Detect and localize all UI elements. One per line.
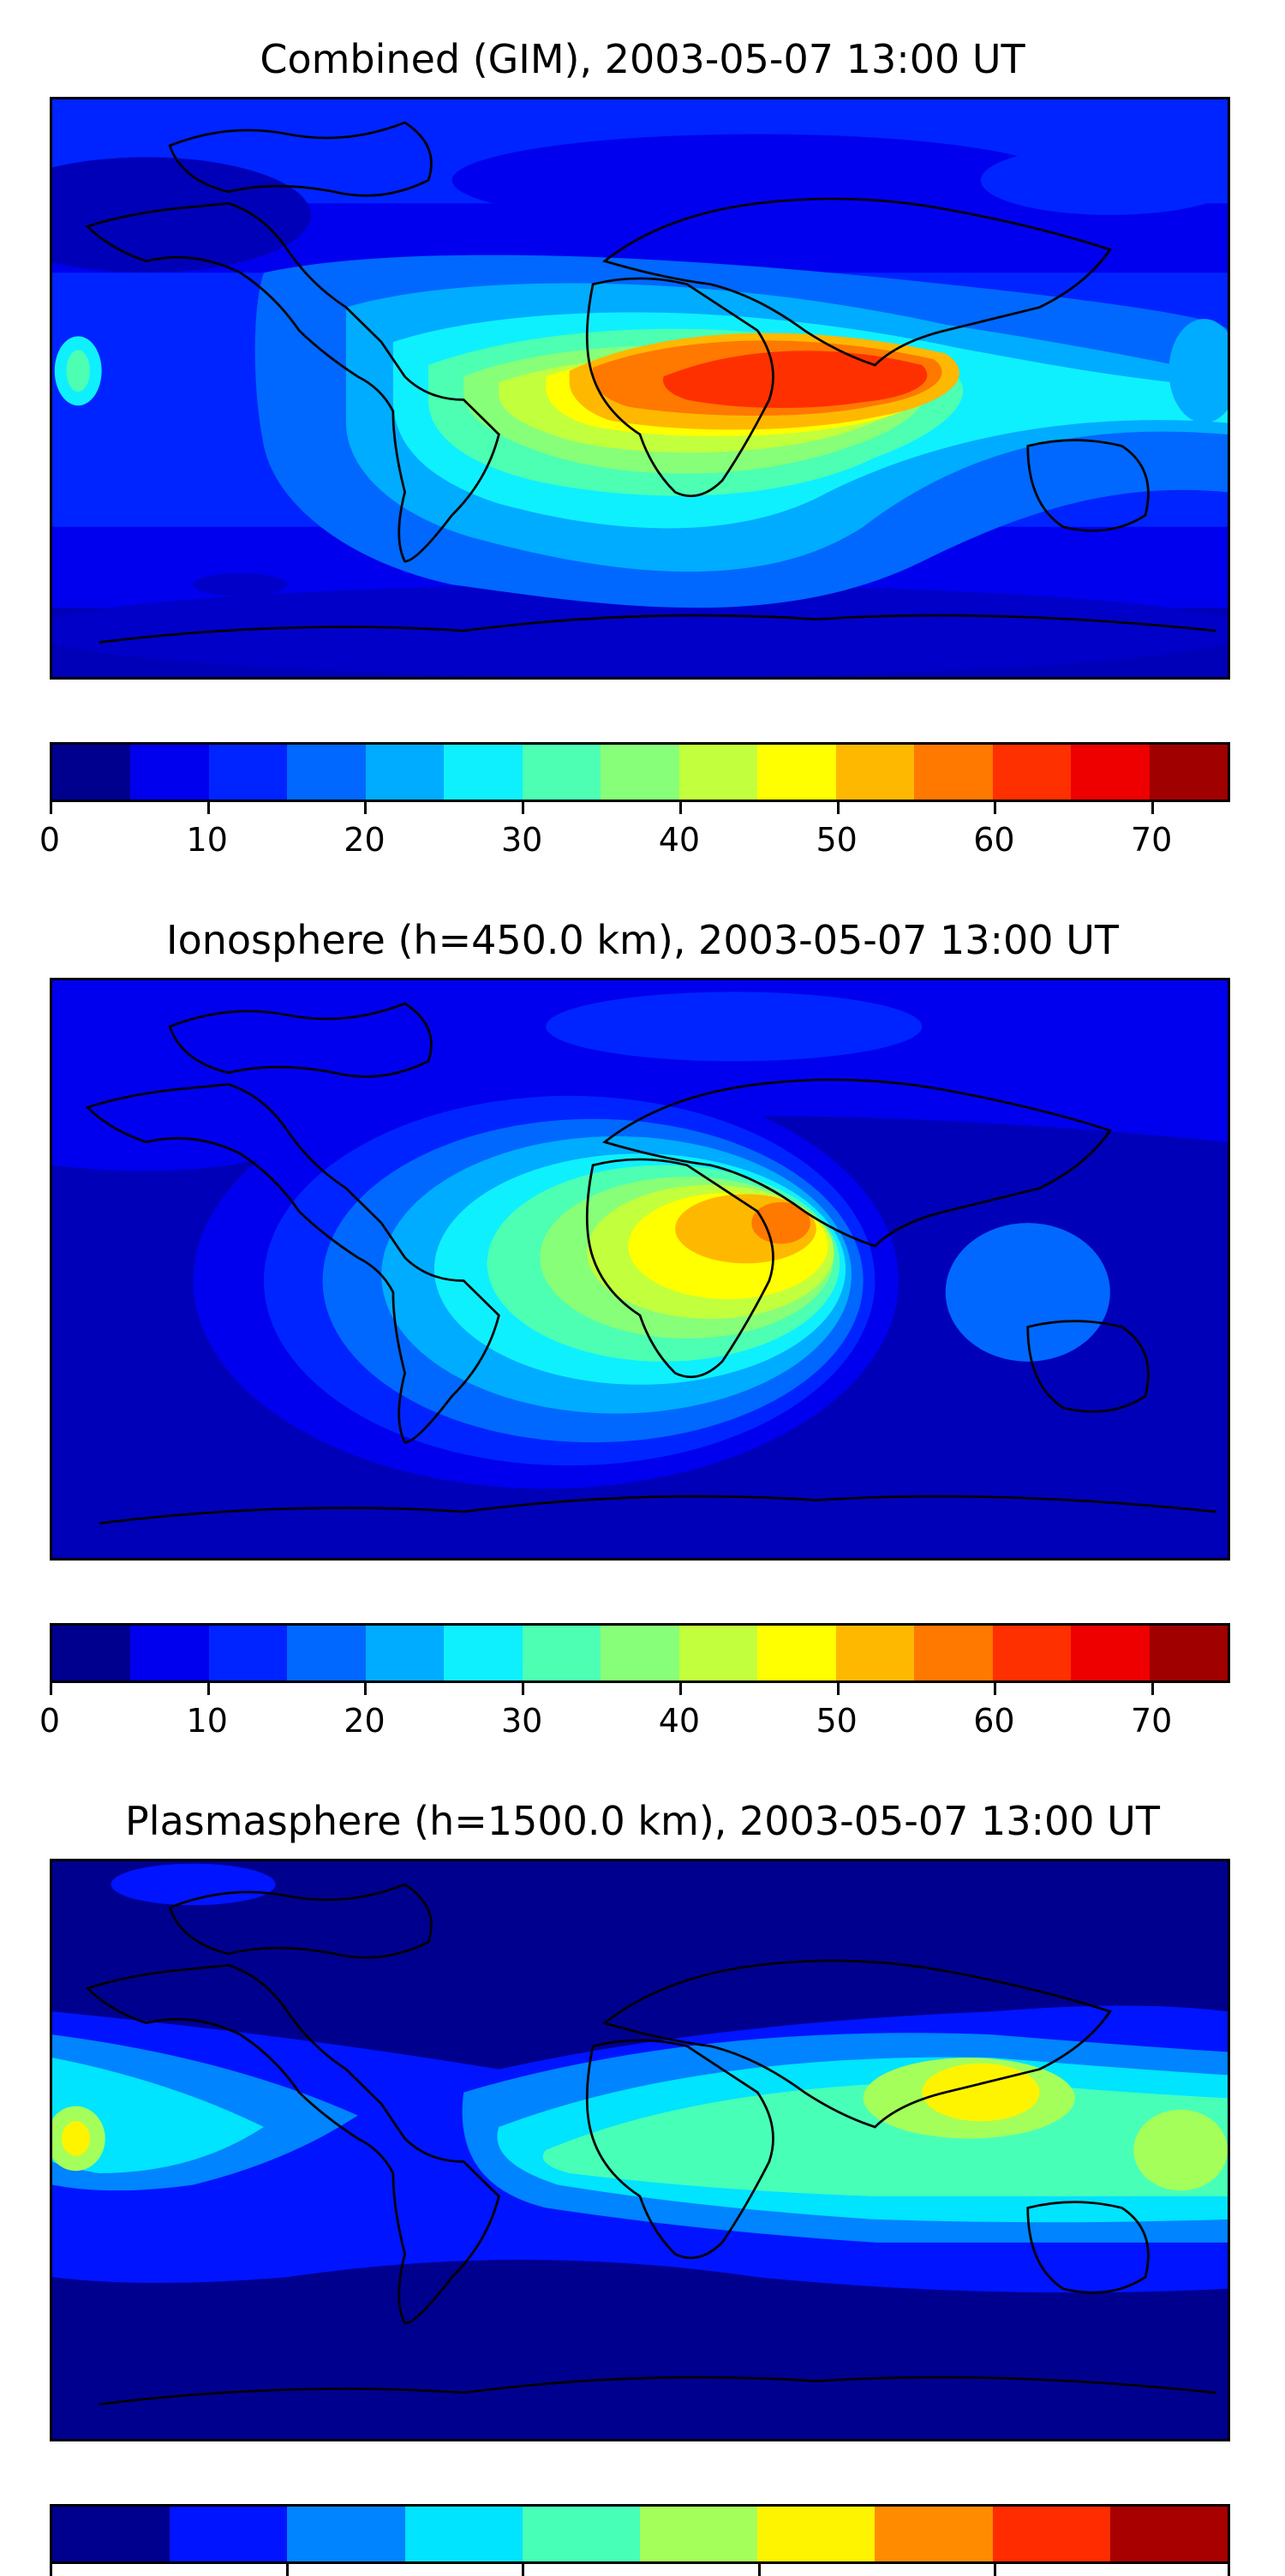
- colorbar-tick-label: 60: [973, 821, 1015, 859]
- colorbar-segment: [170, 2507, 288, 2561]
- colorbar-tick: [757, 2564, 761, 2576]
- colorbar-tick-label: 20: [344, 821, 386, 859]
- colorbar-tick-label: 70: [1130, 821, 1173, 859]
- colorbar-tick: [994, 2564, 997, 2576]
- colorbar-tick: [522, 1683, 525, 1695]
- colorbar-segment: [914, 1626, 993, 1680]
- colorbar-tick-label: 20: [344, 1702, 386, 1740]
- colorbar-segment: [1149, 1626, 1228, 1680]
- colorbar-segment: [444, 745, 523, 800]
- colorbar-tick-label: 70: [1130, 1702, 1173, 1740]
- colorbar-segment: [208, 745, 288, 800]
- colorbar-ticks: 0 10 20 30 40 50 60 70: [39, 1683, 1230, 1740]
- colorbar-tick: [50, 802, 52, 814]
- colorbar-segment: [52, 1626, 131, 1680]
- colorbar-tick-label: 10: [186, 1702, 228, 1740]
- colorbar-tick: [1228, 2564, 1230, 2576]
- colorbar-segment: [757, 745, 836, 800]
- colorbar-segment: [522, 745, 601, 800]
- tec-map: [50, 978, 1230, 1561]
- colorbar-tick-label: 0: [39, 1702, 61, 1740]
- colorbar-segment: [287, 2507, 405, 2561]
- colorbar-tick: [285, 2564, 289, 2576]
- colorbar-tick: [206, 802, 210, 814]
- colorbar-tick: [1151, 1683, 1155, 1695]
- colorbar-segment: [522, 2507, 641, 2561]
- colorbar-tick-label: 10: [186, 821, 228, 859]
- colorbar-segment: [992, 2507, 1110, 2561]
- tec-map: [50, 1859, 1230, 2441]
- colorbar-tick: [678, 1683, 682, 1695]
- colorbar-segment: [522, 1626, 601, 1680]
- colorbar-segment: [404, 2507, 523, 2561]
- colorbar-segment: [757, 2507, 876, 2561]
- contour-map-ionosphere: [52, 980, 1228, 1558]
- colorbar-segment: [601, 1626, 679, 1680]
- colorbar-segment: [1071, 745, 1150, 800]
- colorbar-tick: [994, 1683, 997, 1695]
- colorbar-tick: [364, 1683, 368, 1695]
- colorbar-tick-label: 40: [658, 1702, 701, 1740]
- colorbar-tick-label: 30: [501, 821, 543, 859]
- colorbar-segment: [365, 1626, 445, 1680]
- map-title: Plasmasphere (h=1500.0 km), 2003-05-07 1…: [125, 1798, 1160, 1844]
- colorbar-segment: [875, 2507, 993, 2561]
- colorbar-segment: [52, 745, 131, 800]
- colorbar-ticks: 0 10 20 30 40 50 60 70: [39, 802, 1230, 859]
- colorbar-tick: [50, 1683, 52, 1695]
- colorbar-tick-label: 0: [39, 821, 61, 859]
- colorbar-segment: [444, 1626, 523, 1680]
- colorbar-tick: [364, 802, 368, 814]
- colorbar-segment: [992, 745, 1072, 800]
- colorbar-segment: [1071, 1626, 1150, 1680]
- colorbar-tick-label: 60: [973, 1702, 1015, 1740]
- colorbar-segment: [678, 745, 758, 800]
- colorbar-segment: [914, 745, 993, 800]
- colorbar-tick: [522, 802, 525, 814]
- colorbar-segment: [130, 745, 209, 800]
- colorbar-segment: [52, 2507, 170, 2561]
- colorbar-tick: [1151, 802, 1155, 814]
- colorbar-tick-label: 40: [658, 821, 701, 859]
- map-title: Combined (GIM), 2003-05-07 13:00 UT: [260, 36, 1025, 82]
- map-title: Ionosphere (h=450.0 km), 2003-05-07 13:0…: [166, 917, 1119, 963]
- colorbar-segment: [1149, 745, 1228, 800]
- colorbar-segment: [287, 1626, 366, 1680]
- colorbar-tick-label: 50: [816, 821, 858, 859]
- colorbar-segment: [365, 745, 445, 800]
- colorbar-tick: [522, 2564, 525, 2576]
- contour-map-plasmasphere: [52, 1861, 1228, 2439]
- colorbar-tick: [994, 802, 997, 814]
- contour-map-combined: [52, 99, 1228, 677]
- colorbar-segment: [678, 1626, 758, 1680]
- colorbar-segment: [130, 1626, 209, 1680]
- colorbar-tick: [836, 802, 840, 814]
- colorbar-segment: [208, 1626, 288, 1680]
- colorbar: [50, 2504, 1230, 2564]
- colorbar-ticks: 0510152025: [50, 2564, 1230, 2576]
- colorbar-tick: [50, 2564, 52, 2576]
- colorbar-segment: [287, 745, 366, 800]
- colorbar: [50, 742, 1230, 802]
- colorbar-segment: [992, 1626, 1072, 1680]
- colorbar-tick: [678, 802, 682, 814]
- colorbar-tick-label: 30: [501, 1702, 543, 1740]
- colorbar-segment: [640, 2507, 758, 2561]
- colorbar-segment: [835, 745, 915, 800]
- colorbar-segment: [601, 745, 679, 800]
- colorbar-segment: [1109, 2507, 1228, 2561]
- colorbar-tick-label: 50: [816, 1702, 858, 1740]
- colorbar-tick: [206, 1683, 210, 1695]
- colorbar: [50, 1623, 1230, 1683]
- tec-map: [50, 97, 1230, 680]
- colorbar-tick: [836, 1683, 840, 1695]
- colorbar-segment: [835, 1626, 915, 1680]
- colorbar-segment: [757, 1626, 836, 1680]
